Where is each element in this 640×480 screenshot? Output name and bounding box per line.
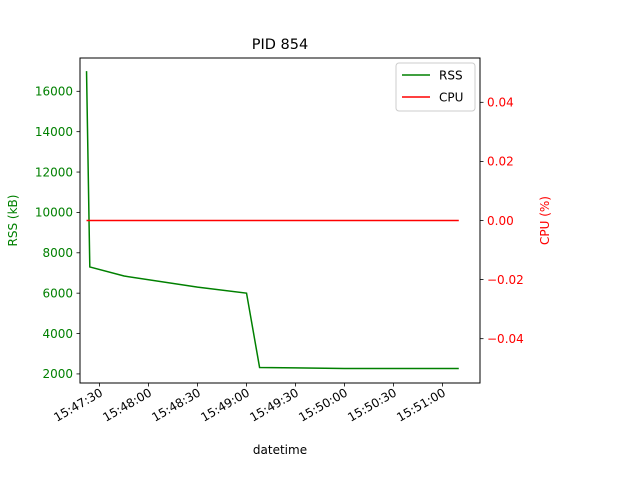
x-axis: 15:47:3015:48:0015:48:3015:49:0015:49:30… — [51, 383, 448, 425]
x-tick-label: 15:49:30 — [247, 385, 301, 424]
y-right-tick-label: −0.04 — [487, 332, 524, 346]
y-left-tick-label: 16000 — [35, 85, 73, 99]
x-tick-label: 15:48:30 — [149, 385, 203, 424]
x-tick-label: 15:49:00 — [198, 385, 252, 424]
y-left-tick-label: 12000 — [35, 165, 73, 179]
y-left-tick-label: 8000 — [42, 246, 73, 260]
y-right-tick-label: 0.00 — [487, 214, 514, 228]
y-right-tick-label: 0.04 — [487, 96, 514, 110]
y-right-tick-label: 0.02 — [487, 155, 514, 169]
chart-title: PID 854 — [252, 37, 308, 53]
x-tick-label: 15:47:30 — [51, 385, 105, 424]
x-tick-label: 15:48:00 — [100, 385, 154, 424]
series-layer — [85, 71, 459, 370]
y-left-tick-label: 2000 — [42, 367, 73, 381]
x-tick-label: 15:50:00 — [296, 385, 350, 424]
x-axis-label: datetime — [253, 443, 307, 457]
y-left-tick-label: 14000 — [35, 125, 73, 139]
legend-label-cpu: CPU — [439, 90, 463, 104]
y-right-tick-label: −0.02 — [487, 273, 524, 287]
y-axis-left: 2000 4000 6000 8000 10000 12000 14000 16000 — [35, 85, 80, 381]
legend: RSS CPU — [395, 62, 476, 112]
y-left-tick-label: 6000 — [42, 286, 73, 300]
y-left-tick-label: 4000 — [42, 327, 73, 341]
y-left-tick-label: 10000 — [35, 206, 73, 220]
x-tick-label: 15:50:30 — [345, 385, 399, 424]
x-tick-label: 15:51:00 — [394, 385, 448, 424]
series-line-rss — [85, 71, 459, 370]
legend-label-rss: RSS — [439, 68, 463, 82]
y-axis-left-label: RSS (kB) — [6, 195, 20, 247]
y-axis-right: −0.04 −0.02 0.00 0.02 0.04 — [480, 96, 524, 346]
y-axis-right-label: CPU (%) — [538, 196, 552, 245]
